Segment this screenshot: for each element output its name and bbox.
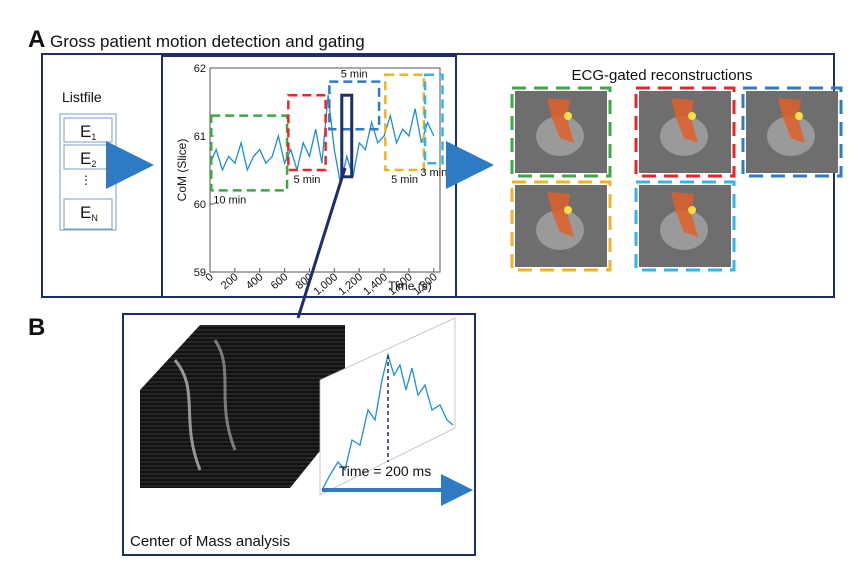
y-tick-label: 60: [194, 199, 206, 211]
recon-spot: [688, 112, 696, 120]
recon-spot: [795, 112, 803, 120]
recon-spot: [688, 206, 696, 214]
y-tick-label: 61: [194, 131, 206, 143]
x-tick-label: 400: [244, 271, 266, 292]
time-label: Time = 200 ms: [339, 463, 431, 479]
recon-spot: [564, 206, 572, 214]
event-main: E: [80, 122, 91, 141]
reconstruction: [636, 88, 734, 176]
window-label: 3 min: [420, 167, 447, 179]
x-tick-label: 1,000: [311, 271, 340, 298]
y-tick-label: 62: [194, 63, 206, 75]
y-axis-label: CoM (Slice): [175, 139, 189, 202]
reconstruction: [743, 88, 841, 176]
x-tick-label: 600: [269, 271, 291, 292]
reconstruction: [636, 182, 734, 270]
reconstructions-title: ECG-gated reconstructions: [572, 67, 753, 84]
window-label: 5 min: [294, 174, 321, 186]
figure: A Gross patient motion detection and gat…: [0, 0, 853, 561]
event-main: ⋮: [80, 173, 92, 187]
event-label: ⋮: [80, 173, 92, 187]
x-axis-label: Time (s): [388, 279, 432, 293]
event-main: E: [80, 203, 91, 222]
panel-title: Gross patient motion detection and gatin…: [50, 32, 365, 51]
listfile-title: Listfile: [62, 89, 102, 105]
window-label: 5 min: [391, 174, 418, 186]
x-tick-label: 0: [204, 271, 216, 284]
reconstruction: [512, 88, 610, 176]
window-label: 5 min: [341, 69, 368, 81]
panel-label: A: [28, 26, 45, 53]
x-tick-label: 1,200: [336, 271, 365, 298]
caption: Center of Mass analysis: [130, 533, 290, 550]
event-main: E: [80, 149, 91, 168]
image-stack: [140, 325, 345, 488]
window-label: 10 min: [213, 194, 246, 206]
x-tick-label: 1,400: [361, 271, 390, 298]
event-sub: 1: [91, 132, 96, 142]
panel-label: B: [28, 314, 45, 341]
x-tick-label: 200: [219, 271, 241, 292]
event-sub: 2: [91, 159, 96, 169]
reconstruction: [512, 182, 610, 270]
recon-spot: [564, 112, 572, 120]
event-sub: N: [91, 213, 98, 223]
